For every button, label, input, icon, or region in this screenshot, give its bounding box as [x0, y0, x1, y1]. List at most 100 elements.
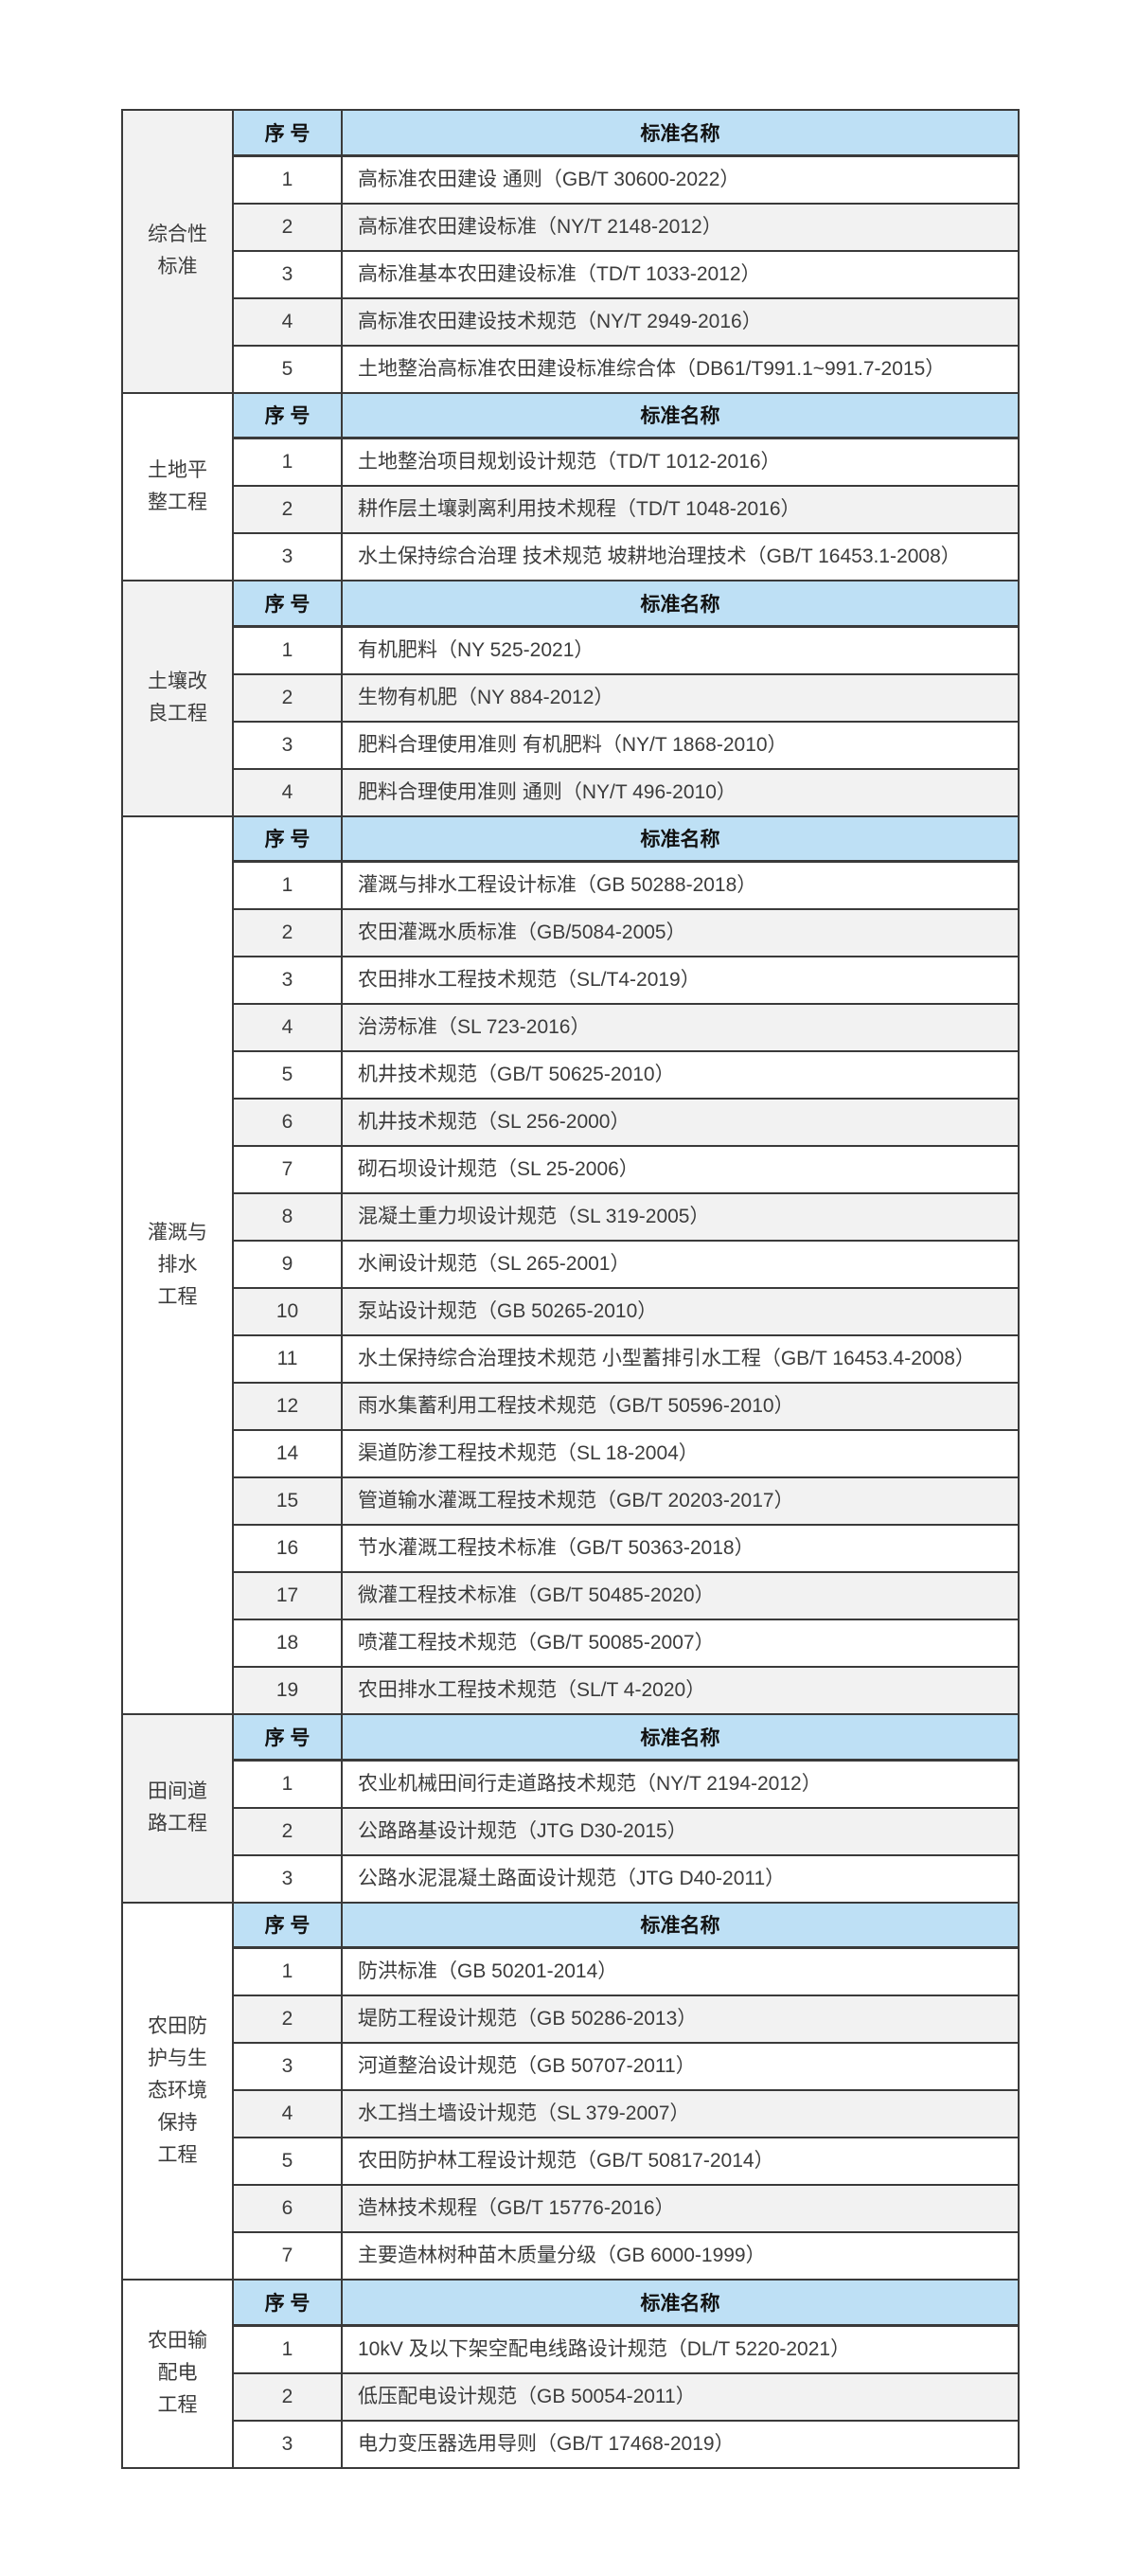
table-row: 8 混凝土重力坝设计规范（SL 319-2005） [122, 1192, 1020, 1242]
standard-name-cell: 灌溉与排水工程设计标准（GB 50288-2018） [341, 860, 1020, 910]
table-row: 7 砌石坝设计规范（SL 25-2006） [122, 1145, 1020, 1194]
standard-name-cell: 节水灌溉工程技术标准（GB/T 50363-2018） [341, 1524, 1020, 1573]
row-number-cell: 3 [232, 956, 343, 1005]
row-number-cell: 19 [232, 1666, 343, 1715]
row-number-cell: 5 [232, 344, 343, 394]
row-number-cell: 16 [232, 1524, 343, 1573]
row-number-cell: 8 [232, 1192, 343, 1242]
standard-name-cell: 低压配电设计规范（GB 50054-2011） [341, 2371, 1020, 2422]
section-header-row: 灌溉与 排水 工程序 号标准名称 [121, 814, 1020, 1715]
standard-name-cell: 高标准基本农田建设标准（TD/T 1033-2012） [341, 249, 1020, 299]
col-header-name: 标准名称 [341, 1901, 1020, 1949]
row-number-cell: 4 [232, 1003, 343, 1052]
table-row: 5 农田防护林工程设计规范（GB/T 50817-2014） [122, 2137, 1020, 2186]
row-number-cell: 6 [232, 1098, 343, 1147]
category-cell: 农田输 配电 工程 [121, 2279, 234, 2469]
row-number-cell: 1 [232, 1946, 343, 1996]
table-row: 1 灌溉与排水工程设计标准（GB 50288-2018） [122, 860, 1020, 910]
standard-name-cell: 水土保持综合治理技术规范 小型蓄排引水工程（GB/T 16453.4-2008） [341, 1334, 1020, 1384]
table-row: 6 机井技术规范（SL 256-2000） [122, 1098, 1020, 1147]
standard-name-cell: 造林技术规程（GB/T 15776-2016） [341, 2184, 1020, 2233]
section-irrigation-drainage: 灌溉与 排水 工程序 号标准名称 1 灌溉与排水工程设计标准（GB 50288-20… [121, 814, 1020, 1715]
table-row: 2 堤防工程设计规范（GB 50286-2013） [122, 1995, 1020, 2044]
section-header-row: 田间道 路工程序 号标准名称 [121, 1713, 1020, 1904]
standard-name-cell: 河道整治设计规范（GB 50707-2011） [341, 2042, 1020, 2091]
row-number-cell: 2 [232, 485, 343, 534]
row-number-cell: 3 [232, 532, 343, 581]
row-number-cell: 5 [232, 2137, 343, 2186]
standard-name-cell: 公路路基设计规范（JTG D30-2015） [341, 1806, 1020, 1856]
table-row: 4 治涝标准（SL 723-2016） [122, 1003, 1020, 1052]
row-number-cell: 4 [232, 296, 343, 347]
row-number-cell: 18 [232, 1619, 343, 1668]
category-cell: 灌溉与 排水 工程 [121, 814, 234, 1715]
section-soil-improvement: 土壤改 良工程序 号标准名称 1 有机肥料（NY 525-2021） 2 生物有机肥（N… [121, 580, 1020, 817]
table-row: 15 管道输水灌溉工程技术规范（GB/T 20203-2017） [122, 1476, 1020, 1526]
standard-name-cell: 农田灌溉水质标准（GB/5084-2005） [341, 908, 1020, 957]
table-row: 2 低压配电设计规范（GB 50054-2011） [122, 2371, 1020, 2422]
standard-name-cell: 电力变压器选用导则（GB/T 17468-2019） [341, 2419, 1020, 2469]
col-header-no: 序 号 [232, 1713, 343, 1762]
table-row: 3 公路水泥混凝土路面设计规范（JTG D40-2011） [122, 1853, 1020, 1904]
standards-table: 综合性 标准序 号标准名称 1 高标准农田建设 通则（GB/T 30600-2022… [121, 109, 1020, 2469]
row-number-cell: 10 [232, 1287, 343, 1336]
category-cell: 农田防 护与生 态环境 保持 工程 [121, 1901, 234, 2281]
row-number-cell: 2 [232, 2371, 343, 2422]
standard-name-cell: 主要造林树种苗木质量分级（GB 6000-1999） [341, 2231, 1020, 2281]
standard-name-cell: 土地整治高标准农田建设标准综合体（DB61/T991.1~991.7-2015） [341, 344, 1020, 394]
row-number-cell: 7 [232, 1145, 343, 1194]
table-row: 2 生物有机肥（NY 884-2012） [122, 672, 1020, 723]
standard-name-cell: 肥料合理使用准则 有机肥料（NY/T 1868-2010） [341, 720, 1020, 770]
table-row: 19 农田排水工程技术规范（SL/T 4-2020） [122, 1666, 1020, 1715]
standard-name-cell: 雨水集蓄利用工程技术规范（GB/T 50596-2010） [341, 1382, 1020, 1431]
table-row: 1 防洪标准（GB 50201-2014） [122, 1946, 1020, 1996]
standard-name-cell: 耕作层土壤剥离利用技术规程（TD/T 1048-2016） [341, 485, 1020, 534]
category-cell: 田间道 路工程 [121, 1713, 234, 1904]
category-cell: 土地平 整工程 [121, 391, 234, 581]
row-number-cell: 3 [232, 249, 343, 299]
table-row: 3 河道整治设计规范（GB 50707-2011） [122, 2042, 1020, 2091]
table-row: 12 雨水集蓄利用工程技术规范（GB/T 50596-2010） [122, 1382, 1020, 1431]
col-header-name: 标准名称 [341, 580, 1020, 628]
table-row: 3 水土保持综合治理 技术规范 坡耕地治理技术（GB/T 16453.1-2008… [122, 532, 1020, 581]
table-row: 17 微灌工程技术标准（GB/T 50485-2020） [122, 1571, 1020, 1620]
standard-name-cell: 砌石坝设计规范（SL 25-2006） [341, 1145, 1020, 1194]
table-row: 1 土地整治项目规划设计规范（TD/T 1012-2016） [122, 437, 1020, 487]
table-row: 3 高标准基本农田建设标准（TD/T 1033-2012） [122, 249, 1020, 299]
standard-name-cell: 农业机械田间行走道路技术规范（NY/T 2194-2012） [341, 1759, 1020, 1809]
standard-name-cell: 泵站设计规范（GB 50265-2010） [341, 1287, 1020, 1336]
col-header-no: 序 号 [232, 1901, 343, 1949]
row-number-cell: 3 [232, 720, 343, 770]
standard-name-cell: 水工挡土墙设计规范（SL 379-2007） [341, 2089, 1020, 2138]
standard-name-cell: 高标准农田建设 通则（GB/T 30600-2022） [341, 154, 1020, 205]
col-header-no: 序 号 [232, 2279, 343, 2327]
row-number-cell: 2 [232, 1806, 343, 1856]
standard-name-cell: 喷灌工程技术规范（GB/T 50085-2007） [341, 1619, 1020, 1668]
row-number-cell: 3 [232, 2042, 343, 2091]
standard-name-cell: 有机肥料（NY 525-2021） [341, 625, 1020, 675]
col-header-no: 序 号 [232, 814, 343, 863]
standard-name-cell: 机井技术规范（GB/T 50625-2010） [341, 1050, 1020, 1100]
row-number-cell: 2 [232, 672, 343, 723]
standard-name-cell: 高标准农田建设技术规范（NY/T 2949-2016） [341, 296, 1020, 347]
table-row: 2 耕作层土壤剥离利用技术规程（TD/T 1048-2016） [122, 485, 1020, 534]
section-comprehensive-standards: 综合性 标准序 号标准名称 1 高标准农田建设 通则（GB/T 30600-2022… [121, 109, 1020, 394]
table-row: 1 高标准农田建设 通则（GB/T 30600-2022） [122, 154, 1020, 205]
category-cell: 土壤改 良工程 [121, 580, 234, 817]
table-row: 14 渠道防渗工程技术规范（SL 18-2004） [122, 1429, 1020, 1478]
table-row: 1 10kV 及以下架空配电线路设计规范（DL/T 5220-2021） [122, 2324, 1020, 2374]
table-row: 1 有机肥料（NY 525-2021） [122, 625, 1020, 675]
standard-name-cell: 机井技术规范（SL 256-2000） [341, 1098, 1020, 1147]
section-field-roads: 田间道 路工程序 号标准名称 1 农业机械田间行走道路技术规范（NY/T 2194-… [121, 1713, 1020, 1904]
table-row: 3 农田排水工程技术规范（SL/T4-2019） [122, 956, 1020, 1005]
category-cell: 综合性 标准 [121, 109, 234, 394]
col-header-no: 序 号 [232, 580, 343, 628]
table-row: 9 水闸设计规范（SL 265-2001） [122, 1240, 1020, 1289]
standard-name-cell: 农田排水工程技术规范（SL/T4-2019） [341, 956, 1020, 1005]
row-number-cell: 4 [232, 2089, 343, 2138]
standard-name-cell: 10kV 及以下架空配电线路设计规范（DL/T 5220-2021） [341, 2324, 1020, 2374]
section-header-row: 综合性 标准序 号标准名称 [121, 109, 1020, 394]
table-row: 2 农田灌溉水质标准（GB/5084-2005） [122, 908, 1020, 957]
table-row: 10 泵站设计规范（GB 50265-2010） [122, 1287, 1020, 1336]
standard-name-cell: 治涝标准（SL 723-2016） [341, 1003, 1020, 1052]
